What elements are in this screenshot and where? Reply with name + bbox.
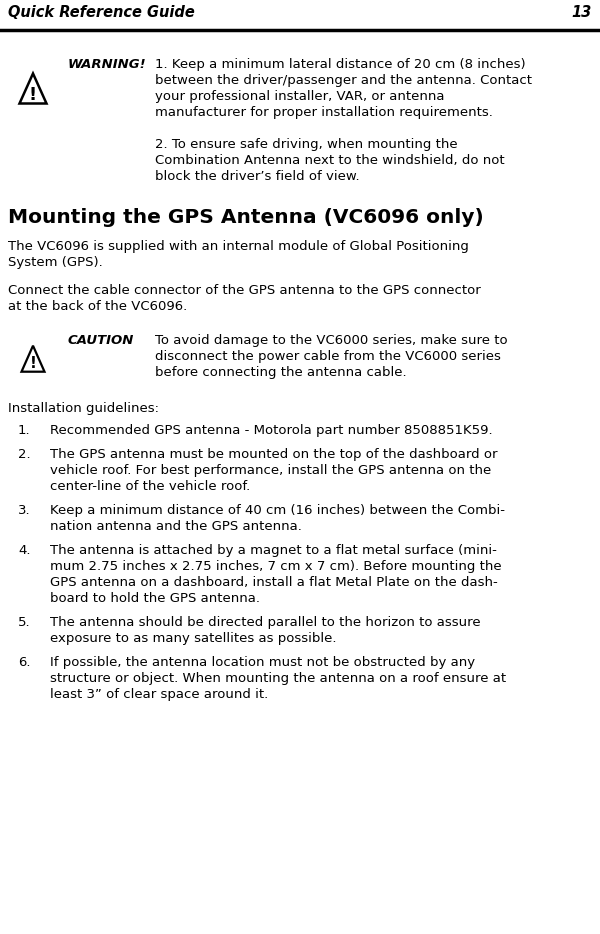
Text: Mounting the GPS Antenna (VC6096 only): Mounting the GPS Antenna (VC6096 only) (8, 208, 484, 227)
Text: manufacturer for proper installation requirements.: manufacturer for proper installation req… (155, 106, 493, 119)
Text: Quick Reference Guide: Quick Reference Guide (8, 5, 195, 20)
Text: 3.: 3. (18, 504, 31, 517)
Text: mum 2.75 inches x 2.75 inches, 7 cm x 7 cm). Before mounting the: mum 2.75 inches x 2.75 inches, 7 cm x 7 … (50, 560, 502, 573)
Text: The GPS antenna must be mounted on the top of the dashboard or: The GPS antenna must be mounted on the t… (50, 448, 497, 461)
Text: exposure to as many satellites as possible.: exposure to as many satellites as possib… (50, 632, 337, 645)
Text: 2.: 2. (18, 448, 31, 461)
Text: your professional installer, VAR, or antenna: your professional installer, VAR, or ant… (155, 90, 445, 103)
Text: 2. To ensure safe driving, when mounting the: 2. To ensure safe driving, when mounting… (155, 138, 458, 151)
Text: between the driver/passenger and the antenna. Contact: between the driver/passenger and the ant… (155, 74, 532, 87)
Text: 5.: 5. (18, 616, 31, 629)
Text: GPS antenna on a dashboard, install a flat Metal Plate on the dash-: GPS antenna on a dashboard, install a fl… (50, 576, 498, 589)
Text: Installation guidelines:: Installation guidelines: (8, 402, 159, 415)
Text: !: ! (29, 357, 37, 372)
Text: The antenna is attached by a magnet to a flat metal surface (mini-: The antenna is attached by a magnet to a… (50, 544, 497, 557)
Text: WARNING!: WARNING! (68, 58, 146, 71)
Text: 4.: 4. (18, 544, 31, 557)
Text: 6.: 6. (18, 656, 31, 669)
Text: 1. Keep a minimum lateral distance of 20 cm (8 inches): 1. Keep a minimum lateral distance of 20… (155, 58, 526, 71)
Text: 1.: 1. (18, 424, 31, 437)
Text: System (GPS).: System (GPS). (8, 256, 103, 269)
Text: The antenna should be directed parallel to the horizon to assure: The antenna should be directed parallel … (50, 616, 481, 629)
Text: !: ! (29, 86, 37, 104)
Text: block the driver’s field of view.: block the driver’s field of view. (155, 170, 359, 183)
Text: disconnect the power cable from the VC6000 series: disconnect the power cable from the VC60… (155, 350, 501, 363)
Text: Recommended GPS antenna - Motorola part number 8508851K59.: Recommended GPS antenna - Motorola part … (50, 424, 493, 437)
Text: Combination Antenna next to the windshield, do not: Combination Antenna next to the windshie… (155, 154, 505, 167)
Text: To avoid damage to the VC6000 series, make sure to: To avoid damage to the VC6000 series, ma… (155, 334, 508, 347)
Text: If possible, the antenna location must not be obstructed by any: If possible, the antenna location must n… (50, 656, 475, 669)
Text: CAUTION: CAUTION (68, 334, 134, 347)
Text: structure or object. When mounting the antenna on a roof ensure at: structure or object. When mounting the a… (50, 672, 506, 685)
Text: Keep a minimum distance of 40 cm (16 inches) between the Combi-: Keep a minimum distance of 40 cm (16 inc… (50, 504, 505, 517)
Text: nation antenna and the GPS antenna.: nation antenna and the GPS antenna. (50, 520, 302, 533)
Text: vehicle roof. For best performance, install the GPS antenna on the: vehicle roof. For best performance, inst… (50, 464, 491, 477)
Text: board to hold the GPS antenna.: board to hold the GPS antenna. (50, 592, 260, 605)
Text: least 3” of clear space around it.: least 3” of clear space around it. (50, 688, 268, 701)
Text: center-line of the vehicle roof.: center-line of the vehicle roof. (50, 480, 250, 493)
Text: before connecting the antenna cable.: before connecting the antenna cable. (155, 366, 407, 379)
Text: The VC6096 is supplied with an internal module of Global Positioning: The VC6096 is supplied with an internal … (8, 240, 469, 253)
Text: Connect the cable connector of the GPS antenna to the GPS connector: Connect the cable connector of the GPS a… (8, 284, 481, 297)
Text: at the back of the VC6096.: at the back of the VC6096. (8, 300, 187, 313)
Text: 13: 13 (572, 5, 592, 20)
